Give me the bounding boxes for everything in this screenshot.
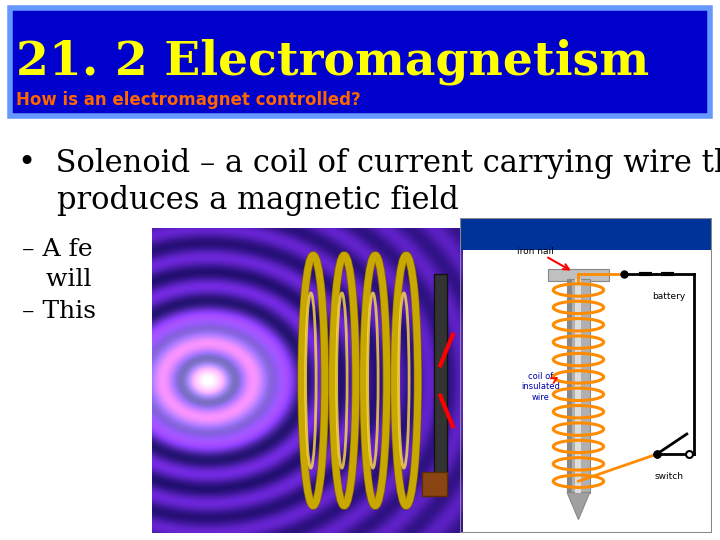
Bar — [567, 279, 590, 492]
Text: battery: battery — [652, 292, 685, 301]
Polygon shape — [567, 492, 590, 519]
Text: produces a magnetic field: produces a magnetic field — [18, 185, 459, 216]
Bar — [575, 279, 581, 492]
Bar — [434, 274, 446, 487]
Text: coil of
insulated
wire: coil of insulated wire — [521, 372, 560, 402]
Text: – A fe: – A fe — [22, 238, 93, 261]
Bar — [460, 218, 712, 249]
Bar — [548, 268, 608, 281]
Text: •  Solenoid – a coil of current carrying wire that: • Solenoid – a coil of current carrying … — [18, 148, 720, 179]
FancyBboxPatch shape — [10, 8, 710, 116]
Bar — [567, 279, 572, 492]
Text: iron nail: iron nail — [517, 247, 554, 256]
Text: switch: switch — [654, 472, 684, 481]
Text: will: will — [22, 268, 91, 291]
Text: – This: – This — [22, 300, 96, 323]
Bar — [422, 472, 446, 496]
Text: 21. 2 Electromagnetism: 21. 2 Electromagnetism — [16, 39, 649, 85]
Text: How is an electromagnet controlled?: How is an electromagnet controlled? — [16, 91, 361, 109]
